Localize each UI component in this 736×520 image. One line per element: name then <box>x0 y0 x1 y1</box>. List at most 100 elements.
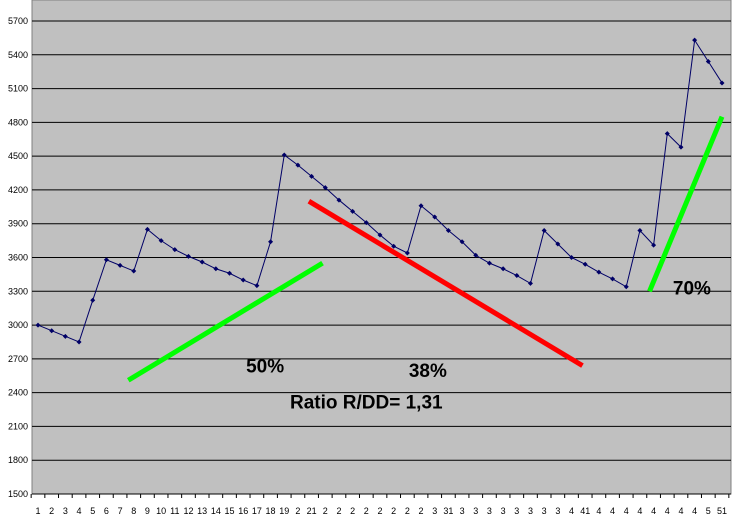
x-tick-label: 16 <box>238 506 248 516</box>
annotation-label: Ratio R/DD= 1,31 <box>290 392 443 413</box>
y-tick-label: 3000 <box>8 320 28 330</box>
data-point <box>651 242 657 248</box>
y-tick-label: 2100 <box>8 421 28 431</box>
data-point <box>227 270 233 276</box>
annotation-label: 70% <box>673 279 711 300</box>
x-tick-label: 2 <box>364 506 369 516</box>
y-tick-label: 4200 <box>8 185 28 195</box>
x-tick-label: 4 <box>678 506 683 516</box>
y-tick-label: 2400 <box>8 388 28 398</box>
x-tick-label: 51 <box>717 506 727 516</box>
data-point <box>486 260 492 266</box>
x-tick-label: 9 <box>145 506 150 516</box>
data-point <box>705 59 711 65</box>
x-tick-label: 1 <box>35 506 40 516</box>
data-point <box>185 253 191 259</box>
data-point <box>350 208 356 214</box>
annotation-label: 50% <box>246 356 284 377</box>
data-point <box>432 214 438 220</box>
x-tick-label: 3 <box>460 506 465 516</box>
y-tick-label: 5400 <box>8 50 28 60</box>
y-tick-label: 1500 <box>8 489 28 499</box>
x-tick-label: 41 <box>580 506 590 516</box>
data-point <box>76 339 82 345</box>
data-point <box>377 232 383 238</box>
x-tick-label: 4 <box>665 506 670 516</box>
data-point <box>473 252 479 258</box>
series-line <box>35 37 725 345</box>
x-tick-label: 4 <box>596 506 601 516</box>
data-point <box>158 238 164 244</box>
x-tick-label: 4 <box>651 506 656 516</box>
x-tick-label: 3 <box>501 506 506 516</box>
x-tick-label: 3 <box>528 506 533 516</box>
x-tick-label: 3 <box>473 506 478 516</box>
data-point <box>281 152 287 158</box>
x-tick-label: 4 <box>569 506 574 516</box>
data-point <box>500 266 506 272</box>
data-point <box>527 280 533 286</box>
y-tick-label: 3600 <box>8 253 28 263</box>
x-tick-label: 6 <box>104 506 109 516</box>
x-tick-label: 2 <box>323 506 328 516</box>
data-point <box>391 243 397 249</box>
x-tick-label: 15 <box>225 506 235 516</box>
x-tick-label: 3 <box>555 506 560 516</box>
x-tick-label: 4 <box>637 506 642 516</box>
trend-line <box>307 199 584 368</box>
x-tick-label: 2 <box>49 506 54 516</box>
y-tick-label: 4800 <box>8 117 28 127</box>
y-tick-label: 3900 <box>8 219 28 229</box>
data-point <box>541 227 547 233</box>
data-point <box>336 197 342 203</box>
data-point <box>144 226 150 232</box>
data-point <box>90 297 96 303</box>
y-tick-label: 3300 <box>8 286 28 296</box>
data-point <box>172 247 178 253</box>
data-point <box>719 80 725 86</box>
data-point <box>268 239 274 245</box>
x-tick-label: 5 <box>706 506 711 516</box>
x-tick-label: 11 <box>170 506 179 516</box>
x-tick-label: 2 <box>419 506 424 516</box>
trend-line <box>647 115 725 293</box>
x-tick-label: 10 <box>156 506 166 516</box>
data-point <box>117 262 123 268</box>
y-tick-label: 5700 <box>8 16 28 26</box>
x-tick-label: 31 <box>443 506 453 516</box>
x-tick-label: 7 <box>118 506 123 516</box>
data-point <box>35 322 41 328</box>
x-tick-label: 2 <box>377 506 382 516</box>
x-tick-label: 3 <box>63 506 68 516</box>
data-point <box>309 173 315 179</box>
x-tick-label: 2 <box>350 506 355 516</box>
data-point <box>555 241 561 247</box>
data-point <box>295 162 301 168</box>
gridlines <box>32 20 731 461</box>
trend-line <box>126 260 324 383</box>
data-point <box>240 277 246 283</box>
annotation-label: 38% <box>409 361 447 382</box>
data-point <box>596 269 602 275</box>
data-point <box>103 257 109 263</box>
x-tick-label: 21 <box>307 506 317 516</box>
x-tick-label: 4 <box>77 506 82 516</box>
data-point <box>569 255 575 260</box>
data-point <box>254 283 260 289</box>
data-point <box>582 261 588 267</box>
x-tick-label: 4 <box>624 506 629 516</box>
x-tick-label: 3 <box>542 506 547 516</box>
x-tick-label: 4 <box>692 506 697 516</box>
data-point <box>459 239 465 245</box>
x-axis: 1 2 3 4 5 6 7 8 9 10 11 12 13 14 15 16 17 18 19 2 21 2 2 2 2 2 2 2 2… <box>30 493 731 516</box>
x-tick-label: 2 <box>295 506 300 516</box>
x-tick-label: 19 <box>279 506 289 516</box>
x-tick-label: 13 <box>197 506 207 516</box>
data-point <box>623 284 629 290</box>
data-point <box>131 268 137 274</box>
y-tick-label: 2700 <box>8 354 28 364</box>
x-tick-label: 5 <box>90 506 95 516</box>
x-tick-label: 3 <box>514 506 519 516</box>
x-tick-label: 8 <box>131 506 136 516</box>
